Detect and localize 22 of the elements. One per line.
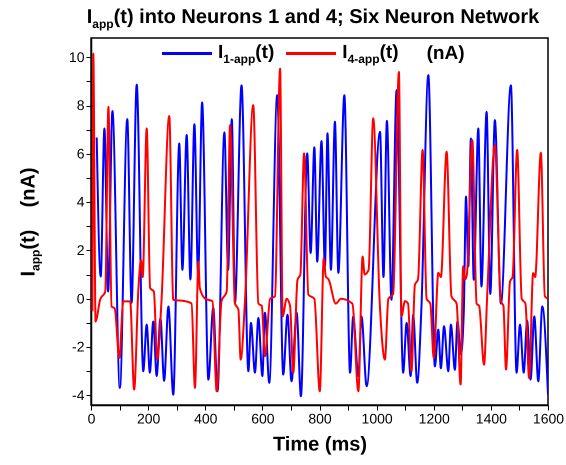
legend-label: I$_{4-app}$(t) bbox=[342, 42, 399, 66]
y-tick-label: 8 bbox=[76, 97, 85, 114]
x-tick-label: 200 bbox=[136, 410, 161, 426]
x-tick-label: 800 bbox=[308, 410, 332, 426]
legend-label: I$_{1-app}$(t) bbox=[218, 42, 274, 66]
x-tick-label: 0 bbox=[88, 410, 96, 426]
y-tick-label: -2 bbox=[72, 338, 85, 355]
y-tick-label: 6 bbox=[76, 145, 85, 162]
x-tick-label: 1600 bbox=[532, 410, 564, 426]
x-tick-label: 600 bbox=[251, 410, 275, 426]
y-tick-label: 4 bbox=[76, 194, 85, 210]
x-tick-label: 1400 bbox=[476, 410, 508, 426]
y-tick-label: 0 bbox=[76, 290, 85, 306]
y-tick-label: 2 bbox=[76, 242, 85, 258]
x-tick-label: 400 bbox=[194, 410, 218, 426]
y-tick-label: -4 bbox=[72, 386, 85, 403]
chart-title: I$_{app}$(t) into Neurons 1 and 4; Six Neuron Network bbox=[86, 6, 540, 31]
legend-title: (nA) bbox=[426, 42, 465, 65]
x-axis-title: Time (ms) bbox=[272, 434, 368, 456]
y-tick-label: 10 bbox=[68, 48, 85, 65]
x-tick-label: 1000 bbox=[362, 410, 393, 426]
x-tick-label: 1200 bbox=[418, 410, 450, 426]
